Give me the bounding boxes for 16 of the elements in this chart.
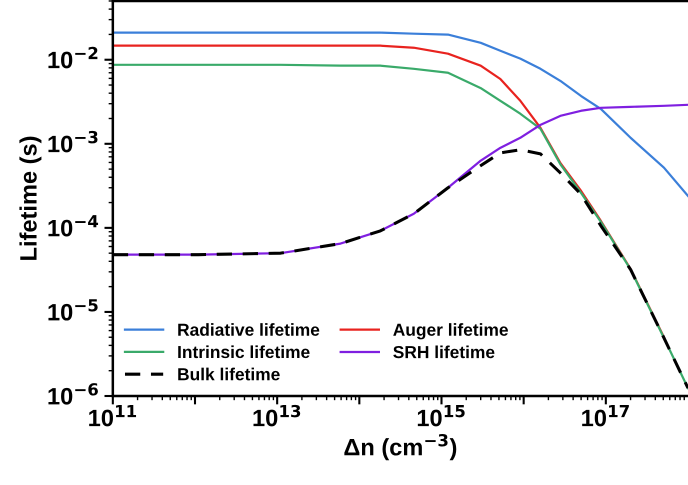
x-tick-label: 10$^{17}$ xyxy=(582,405,629,426)
legend-label: SRH lifetime xyxy=(393,345,494,358)
y-tick-label: 10$^{−3}$ xyxy=(48,130,98,152)
legend-label: Radiative lifetime xyxy=(178,323,320,336)
legend-label: Intrinsic lifetime xyxy=(178,345,310,358)
x-tick-label: 10$^{11}$ xyxy=(89,405,136,426)
y-tick-label: 10$^{−5}$ xyxy=(48,299,98,321)
y-tick-label: 10$^{−2}$ xyxy=(48,46,98,68)
y-tick-label: 10$^{−6}$ xyxy=(48,383,98,405)
legend-label: Auger lifetime xyxy=(393,323,508,340)
y-axis-title: Lifetime (s) xyxy=(19,136,42,260)
legend-label: Bulk lifetime xyxy=(178,368,280,380)
x-axis-title: Δn (cm$^{−3}$) xyxy=(344,434,456,460)
y-tick-label: 10$^{−4}$ xyxy=(48,215,98,236)
x-tick-label: 10$^{13}$ xyxy=(254,404,300,426)
x-tick-label: 10$^{15}$ xyxy=(418,405,465,426)
